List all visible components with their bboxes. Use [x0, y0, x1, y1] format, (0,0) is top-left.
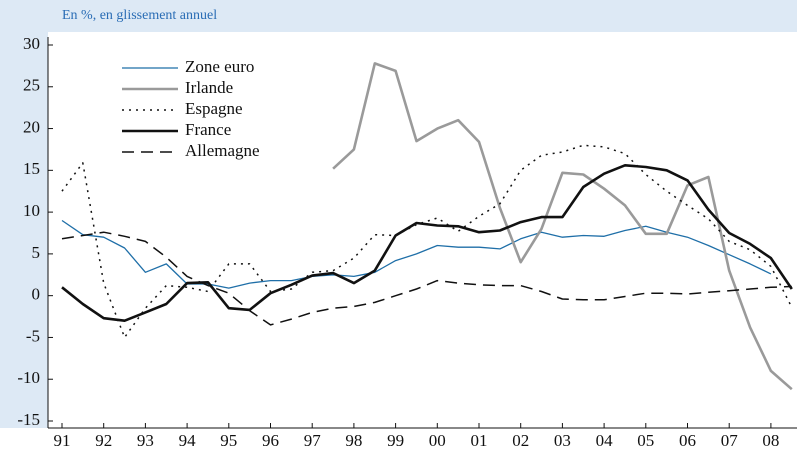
series-line [332, 62, 793, 391]
legend-label: Irlande [185, 78, 233, 97]
series-line [61, 144, 793, 339]
x-tick-label: 07 [721, 431, 739, 450]
x-tick-label: 94 [179, 431, 197, 450]
x-tick-label: 04 [596, 431, 614, 450]
header-band [0, 0, 797, 32]
legend-label: Zone euro [185, 57, 254, 76]
x-tick-label: 96 [262, 431, 279, 450]
y-tick-label: 30 [23, 34, 40, 53]
x-tick-label: 03 [554, 431, 571, 450]
y-tick-label: 5 [32, 243, 41, 262]
y-tick-label: -10 [17, 368, 40, 387]
legend-label: Espagne [185, 99, 243, 118]
y-tick-label: 10 [23, 201, 40, 220]
x-tick-label: 99 [387, 431, 404, 450]
x-tick-label: 01 [471, 431, 488, 450]
y-tick-label: 0 [32, 285, 41, 304]
x-tick-label: 98 [345, 431, 362, 450]
y-tick-label: 15 [23, 159, 40, 178]
x-tick-label: 95 [220, 431, 237, 450]
y-tick-label: 25 [23, 76, 40, 95]
y-axis-band [0, 32, 48, 428]
x-tick-label: 06 [679, 431, 696, 450]
x-tick-label: 93 [137, 431, 154, 450]
legend-label: France [185, 120, 231, 139]
x-tick-label: 92 [95, 431, 112, 450]
chart-subtitle: En %, en glissement annuel [62, 8, 217, 23]
x-tick-label: 02 [512, 431, 529, 450]
legend-label: Allemagne [185, 141, 260, 160]
y-tick-label: 20 [23, 117, 40, 136]
y-tick-label: -5 [26, 326, 40, 345]
y-tick-label: -15 [17, 410, 40, 429]
series-line [61, 164, 793, 322]
series-line [61, 231, 792, 326]
series-line [61, 219, 772, 289]
x-tick-label: 08 [762, 431, 779, 450]
x-tick-label: 97 [304, 431, 322, 450]
x-tick-label: 05 [637, 431, 654, 450]
x-tick-label: 91 [54, 431, 71, 450]
x-tick-label: 00 [429, 431, 446, 450]
